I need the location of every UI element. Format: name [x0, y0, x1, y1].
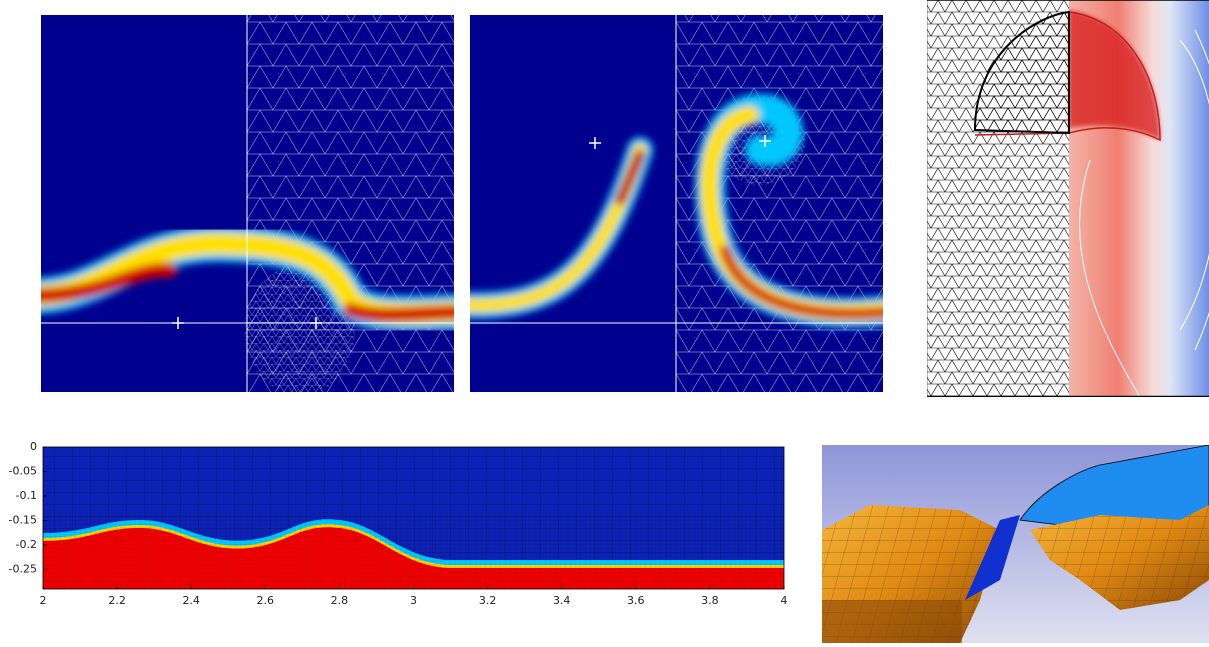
x-tick-label: 3.8 — [701, 594, 719, 607]
x-tick-label: 3 — [410, 594, 417, 607]
y-tick-label: -0.15 — [9, 513, 37, 526]
x-tick-label: 4 — [781, 594, 788, 607]
layer-plot: 2 2.2 2.4 2.6 2.8 3 3.2 3.4 3.6 3.8 4 0 -0.05 -0.1 -0.… — [9, 440, 788, 607]
panel-vortex — [460, 15, 890, 392]
x-tick-label: 2.8 — [331, 594, 349, 607]
panel-fold — [30, 15, 470, 395]
y-tick-label: -0.1 — [16, 489, 37, 502]
y-tick-label: -0.2 — [16, 538, 37, 551]
panel-droplet — [927, 0, 1209, 397]
y-tick-label: -0.25 — [9, 562, 37, 575]
y-tick-label: 0 — [30, 440, 37, 453]
x-tick-label: 2.4 — [182, 594, 200, 607]
panel-terrain — [822, 445, 1209, 643]
x-tick-label: 2.6 — [257, 594, 275, 607]
x-tick-label: 3.4 — [553, 594, 571, 607]
x-tick-label: 2.2 — [108, 594, 126, 607]
x-tick-label: 2 — [40, 594, 47, 607]
x-tick-label: 3.2 — [479, 594, 497, 607]
figure-collage: 2 2.2 2.4 2.6 2.8 3 3.2 3.4 3.6 3.8 4 0 -0.05 -0.1 -0.… — [0, 0, 1209, 643]
y-tick-label: -0.05 — [9, 464, 37, 477]
x-tick-label: 3.6 — [627, 594, 645, 607]
